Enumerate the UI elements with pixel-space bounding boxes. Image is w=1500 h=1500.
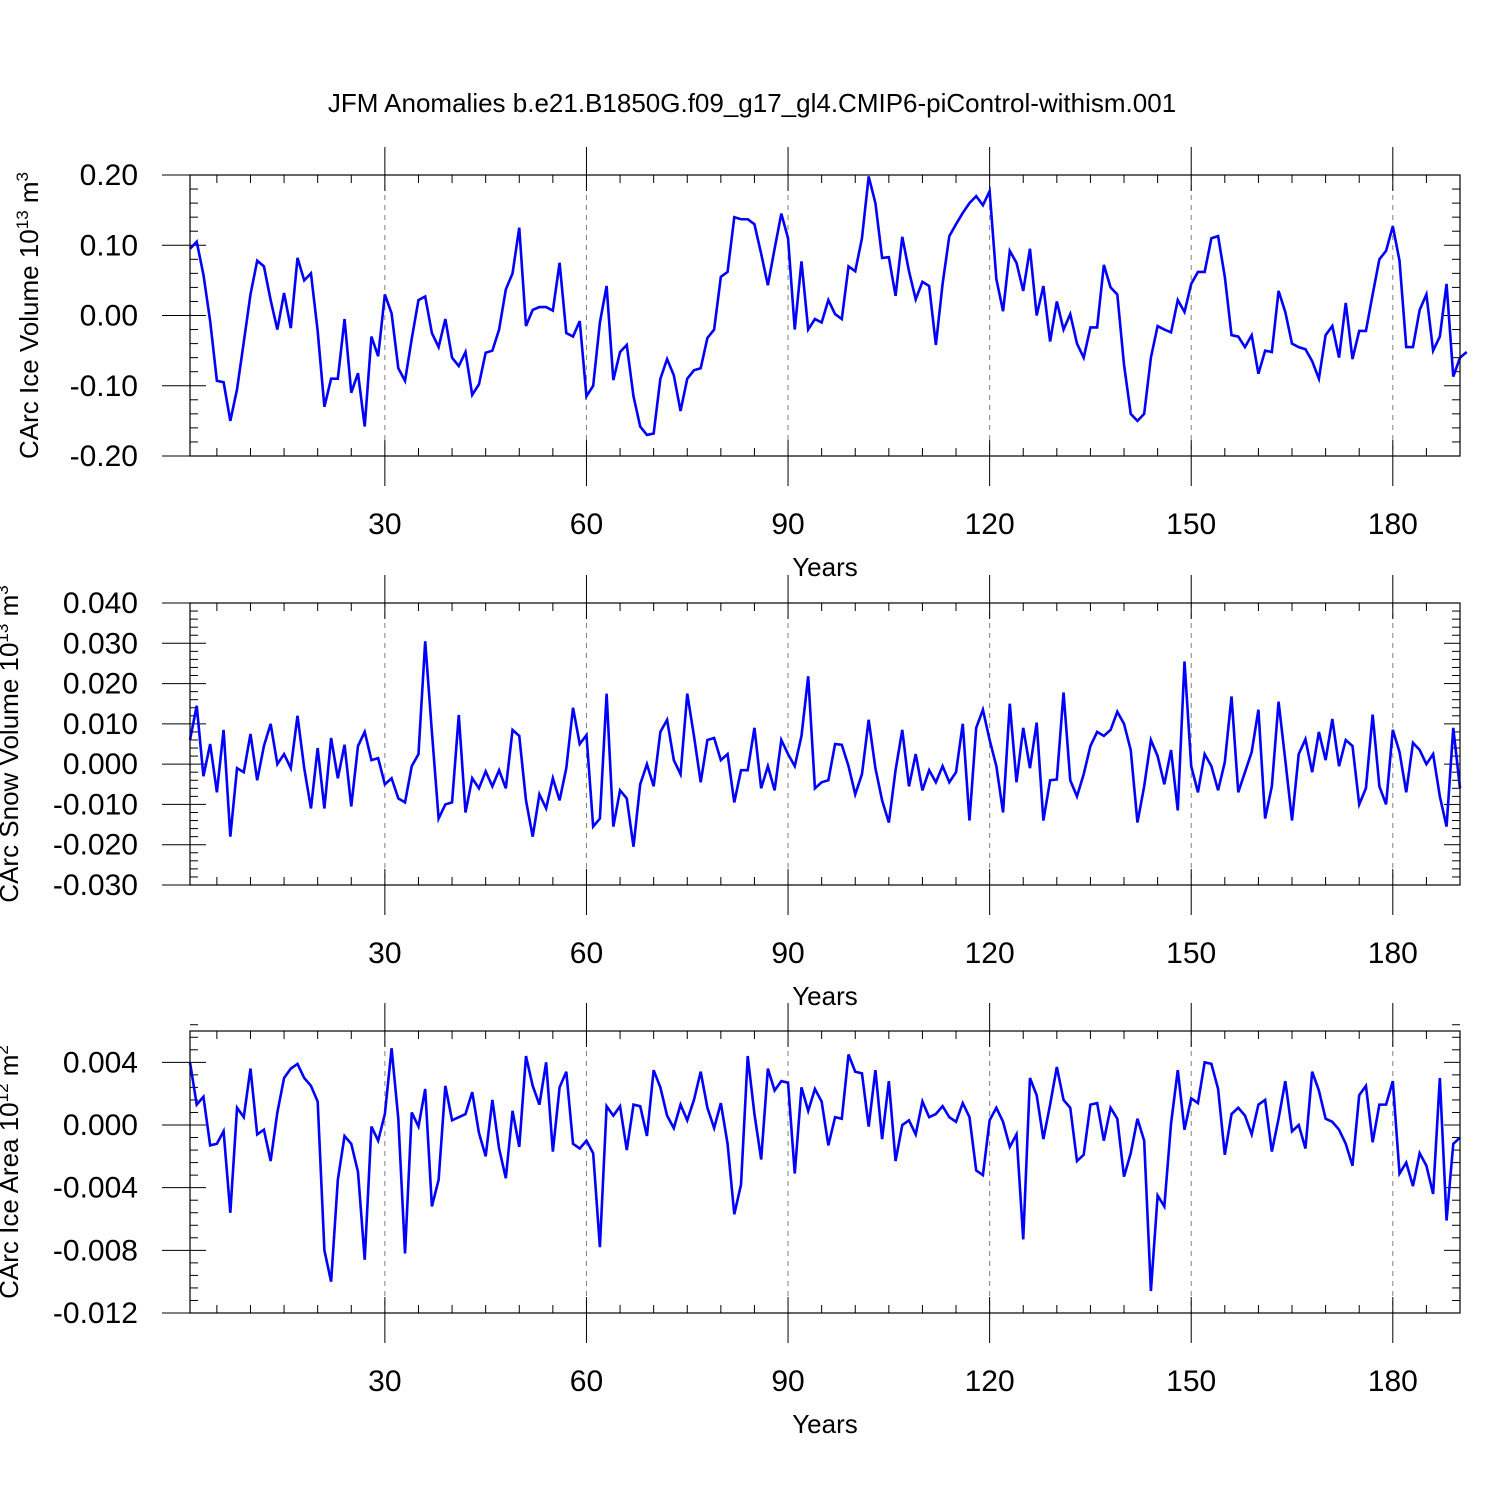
x-tick-label: 150 bbox=[1166, 1365, 1216, 1398]
x-tick-label: 120 bbox=[965, 508, 1015, 541]
x-axis-label: Years bbox=[792, 552, 858, 582]
x-tick-label: 60 bbox=[570, 508, 603, 541]
y-tick-label: 0.030 bbox=[63, 627, 138, 660]
y-tick-label: 0.000 bbox=[63, 748, 138, 781]
y-tick-label: -0.012 bbox=[53, 1297, 138, 1330]
chart-panel-3: -0.012 -0.008 -0.004 0.000 0.004 30 60 90 120 150… bbox=[0, 1003, 1461, 1439]
x-axis-label: Years bbox=[792, 1409, 858, 1439]
y-tick-label: -0.10 bbox=[70, 370, 138, 403]
y-tick-label: -0.20 bbox=[70, 440, 138, 473]
series-line-1 bbox=[189, 176, 1468, 437]
y-tick-label: -0.020 bbox=[53, 829, 138, 862]
plot-frame bbox=[189, 602, 1461, 886]
x-tick-label: 60 bbox=[570, 1365, 603, 1398]
y-tick-label: -0.030 bbox=[53, 869, 138, 902]
x-tick-label: 180 bbox=[1368, 508, 1418, 541]
x-tick-label: 180 bbox=[1368, 1365, 1418, 1398]
y-tick-label: 0.020 bbox=[63, 668, 138, 701]
x-tick-label: 30 bbox=[368, 937, 401, 970]
series-line-1 bbox=[188, 641, 1462, 847]
y-tick-label: -0.004 bbox=[53, 1172, 138, 1205]
plot-frame bbox=[189, 1030, 1461, 1314]
y-tick-label: 0.010 bbox=[63, 708, 138, 741]
y-axis-label: CArc Ice Volume 1013 m3 bbox=[13, 172, 44, 459]
x-tick-label: 150 bbox=[1166, 937, 1216, 970]
x-tick-label: 120 bbox=[965, 1365, 1015, 1398]
x-tick-label: 90 bbox=[771, 1365, 804, 1398]
y-axis-label: CArc Ice Area 1012 m2 bbox=[0, 1045, 24, 1299]
x-tick-label: 30 bbox=[368, 508, 401, 541]
y-tick-label: 0.20 bbox=[80, 159, 138, 192]
plot-frame bbox=[189, 174, 1461, 457]
figure-title: JFM Anomalies b.e21.B1850G.f09_g17_gl4.C… bbox=[328, 88, 1176, 118]
x-tick-label: 120 bbox=[965, 937, 1015, 970]
x-tick-label: 150 bbox=[1166, 508, 1216, 541]
x-tick-label: 30 bbox=[368, 1365, 401, 1398]
chart-panel-2: -0.030 -0.020 -0.010 0.000 0.010 0.020 0.030 0.… bbox=[0, 575, 1462, 1011]
y-tick-label: -0.010 bbox=[53, 788, 138, 821]
y-tick-label: 0.00 bbox=[80, 300, 138, 333]
y-tick-label: 0.040 bbox=[63, 587, 138, 620]
y-tick-label: 0.004 bbox=[63, 1046, 138, 1079]
chart-panel-1: -0.20 -0.10 0.00 0.10 0.20 30 60 90 120 150 180 Yea… bbox=[13, 147, 1468, 582]
y-tick-label: 0.10 bbox=[80, 229, 138, 262]
x-axis-label: Years bbox=[792, 981, 858, 1011]
x-tick-label: 60 bbox=[570, 937, 603, 970]
y-tick-label: -0.008 bbox=[53, 1234, 138, 1267]
x-tick-label: 180 bbox=[1368, 937, 1418, 970]
series-line-1 bbox=[188, 1048, 1461, 1292]
y-axis-label: CArc Snow Volume 1013 m3 bbox=[0, 585, 24, 902]
y-tick-label: 0.000 bbox=[63, 1109, 138, 1142]
x-tick-label: 90 bbox=[771, 508, 804, 541]
x-tick-label: 90 bbox=[771, 937, 804, 970]
